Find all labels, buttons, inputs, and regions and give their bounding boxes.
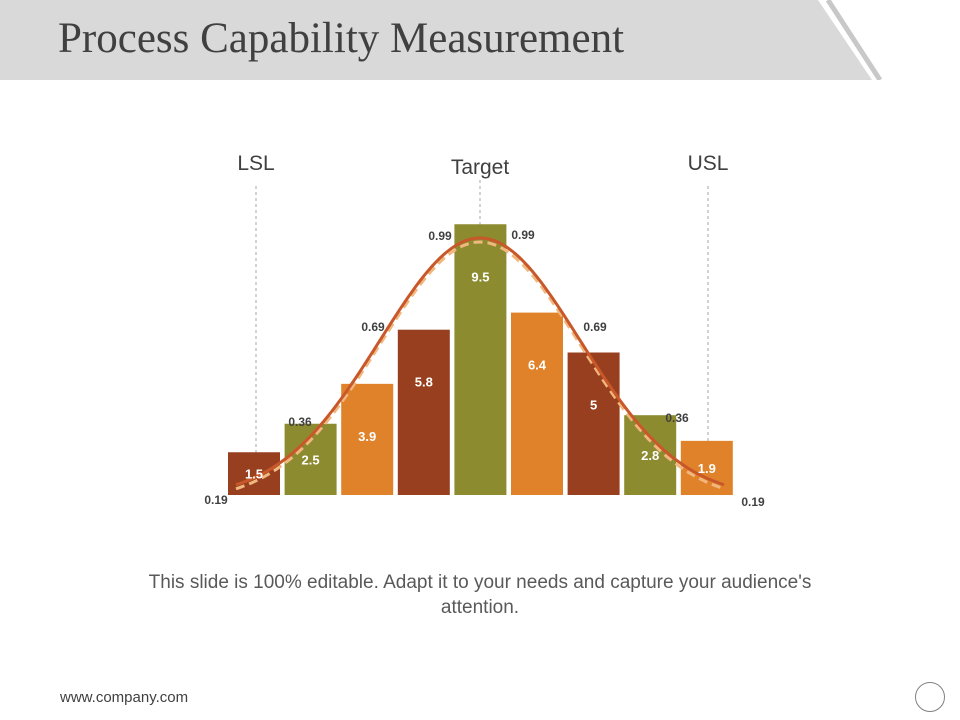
nav-circle-button[interactable] — [915, 682, 945, 712]
spec-label-lsl: LSL — [237, 152, 274, 175]
labels: 1.5 2.5 3.9 5.8 9.5 6.4 5 2.8 1.9 LSL Target USL 0.1… — [204, 152, 765, 509]
distribution-curves — [235, 236, 725, 491]
slide-caption: This slide is 100% editable. Adapt it to… — [148, 572, 812, 618]
curve-value-label: 0.36 — [288, 415, 312, 429]
bar-value-label: 1.5 — [245, 467, 263, 482]
bar-5 — [454, 224, 507, 495]
bar-value-label: 9.5 — [471, 269, 489, 284]
bar-value-label: 3.9 — [358, 429, 376, 444]
header-band — [0, 0, 883, 80]
bar-value-label: 5.8 — [415, 375, 433, 390]
curve-value-label: 0.69 — [361, 320, 385, 334]
process-capability-chart: 1.5 2.5 3.9 5.8 9.5 6.4 5 2.8 1.9 LSL Target USL 0.1… — [204, 152, 765, 509]
spec-label-usl: USL — [688, 152, 729, 175]
bar-value-label: 6.4 — [528, 358, 547, 373]
curve-dashed — [235, 240, 725, 491]
curve-value-label: 0.99 — [511, 228, 535, 242]
bar-3 — [341, 383, 394, 495]
bar-value-label: 1.9 — [698, 461, 716, 476]
bar-6 — [511, 312, 563, 495]
curve-value-label: 0.36 — [665, 411, 689, 425]
curve-value-label: 0.99 — [428, 229, 452, 243]
bars — [228, 224, 733, 495]
slide-title: Process Capability Measurement — [58, 15, 625, 62]
bar-value-label: 5 — [590, 398, 597, 413]
curve-value-label: 0.19 — [741, 495, 765, 509]
curve-solid — [235, 236, 725, 487]
header-diagonal-line — [825, 0, 883, 80]
curve-value-label: 0.19 — [204, 493, 228, 507]
bar-value-label: 2.8 — [641, 448, 659, 463]
bar-7 — [567, 352, 620, 495]
bar-4 — [397, 329, 450, 495]
footer-url[interactable]: www.company.com — [60, 689, 189, 706]
curve-value-label: 0.69 — [583, 320, 607, 334]
header-band-shape — [0, 0, 872, 80]
bar-value-label: 2.5 — [302, 452, 320, 467]
spec-label-target: Target — [451, 156, 510, 179]
